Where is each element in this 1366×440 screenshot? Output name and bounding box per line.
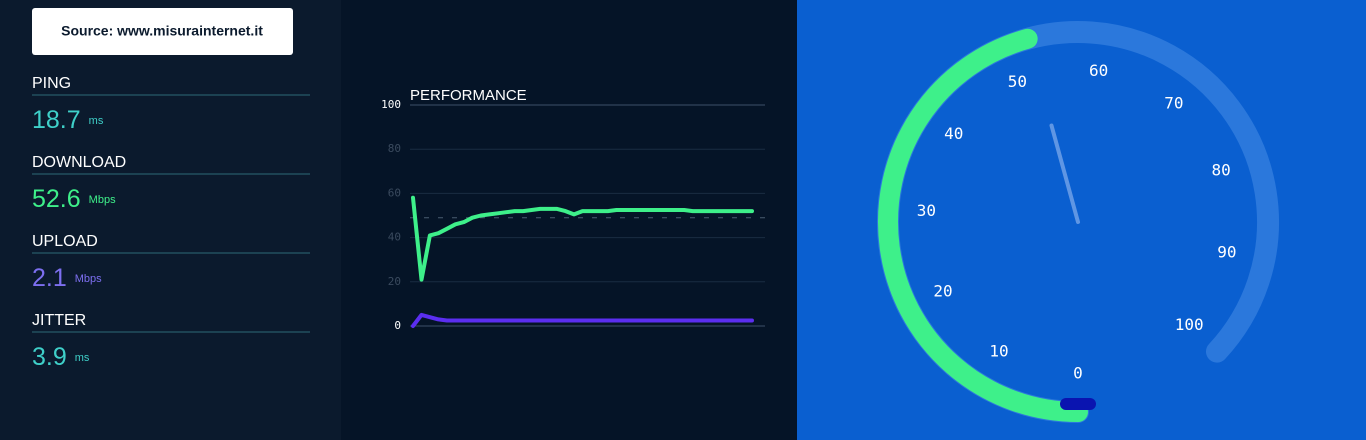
gauge-tick-label: 100 — [1175, 315, 1204, 334]
metric-value: 3.9 ms — [32, 343, 90, 371]
y-tick-label: 60 — [388, 186, 401, 199]
metric-label: DOWNLOAD — [32, 154, 126, 171]
metric-label: JITTER — [32, 312, 86, 329]
metric-unit: ms — [89, 115, 104, 127]
metric-value: 2.1 Mbps — [32, 264, 102, 292]
y-tick-label: 80 — [388, 142, 401, 155]
source-button[interactable] — [32, 8, 293, 55]
metric-value: 18.7 ms — [32, 106, 104, 134]
left-panel — [0, 0, 341, 440]
gauge-tick-label: 20 — [933, 281, 952, 300]
metric-number: 52.6 — [32, 185, 81, 213]
y-tick-label: 40 — [388, 231, 401, 244]
y-tick-label: 0 — [394, 319, 401, 332]
gauge-value-arc — [878, 28, 1088, 422]
chart-panel — [341, 0, 797, 440]
y-tick-label: 100 — [381, 98, 401, 111]
gauge-tick-label: 10 — [989, 341, 1008, 360]
metric-unit: ms — [75, 352, 90, 364]
gauge-tick-label: 0 — [1073, 364, 1083, 383]
gauge-tick-label: 80 — [1212, 161, 1231, 180]
metric-label: UPLOAD — [32, 233, 98, 250]
content: PING 18.7 ms DOWNLOAD 52.6 Mbps UPLOAD 2.1 Mbps J… — [32, 21, 1279, 423]
gauge-needle — [1049, 123, 1080, 224]
gauge-tick-label: 40 — [944, 124, 963, 143]
y-tick-label: 20 — [388, 275, 401, 288]
source-text: Source: www.misurainternet.it — [61, 23, 263, 39]
gauge-tick-label: 50 — [1008, 72, 1027, 91]
chart-title: PERFORMANCE — [410, 87, 527, 104]
metric-unit: Mbps — [75, 273, 102, 285]
gauge-tick-label: 70 — [1164, 94, 1183, 113]
metric-value: 52.6 Mbps — [32, 185, 116, 213]
gauge-tick-label: 90 — [1217, 242, 1236, 261]
series-line — [411, 195, 754, 282]
gauge-tick-label: 60 — [1089, 61, 1108, 80]
metric-unit: Mbps — [89, 194, 116, 206]
metric-number: 18.7 — [32, 106, 81, 134]
metric-label: PING — [32, 75, 71, 92]
metric-number: 3.9 — [32, 343, 67, 371]
gauge-tick-label: 30 — [917, 201, 936, 220]
metric-number: 2.1 — [32, 264, 67, 292]
series-line — [411, 312, 754, 328]
